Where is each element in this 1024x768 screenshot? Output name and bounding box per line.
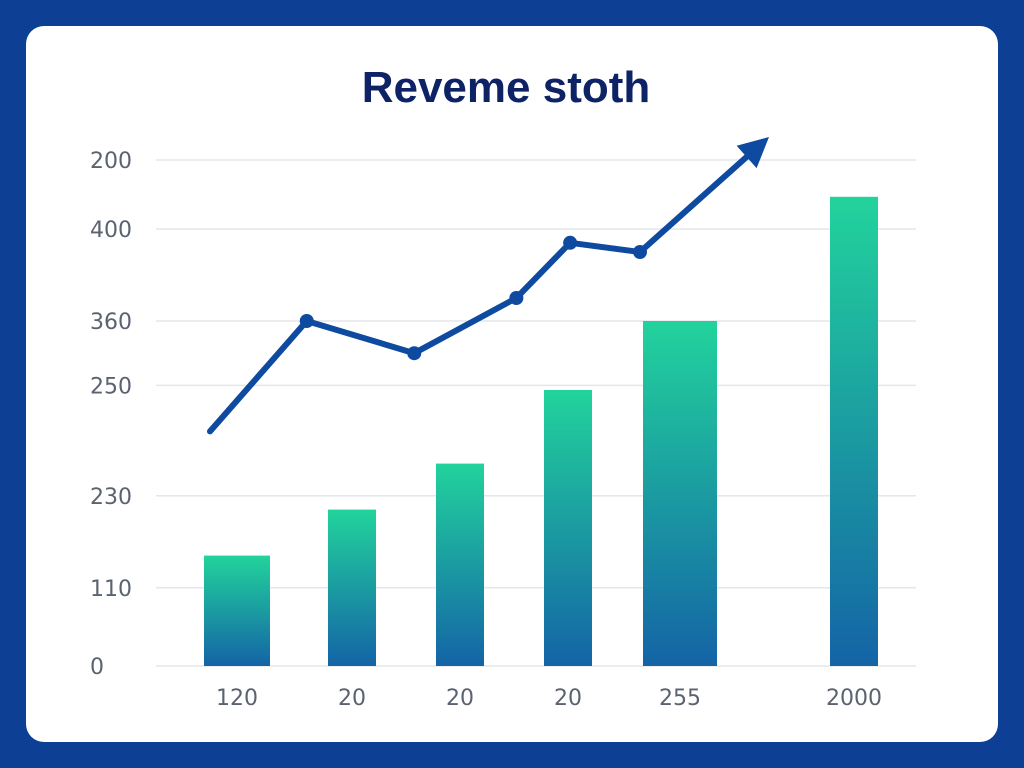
y-tick-label: 360 bbox=[90, 310, 132, 335]
line-point bbox=[633, 245, 647, 259]
y-tick-label: 200 bbox=[90, 149, 132, 174]
x-tick-label: 20 bbox=[446, 686, 474, 711]
line-point bbox=[407, 346, 422, 361]
line-point bbox=[509, 291, 524, 305]
x-tick-label: 255 bbox=[659, 686, 701, 711]
chart-card: Reveme stoth 200 400 360 250 230 110 0 120 20 20… bbox=[26, 26, 998, 742]
y-axis-ticks: 200 400 360 250 230 110 0 bbox=[90, 149, 132, 680]
x-tick-label: 20 bbox=[554, 686, 582, 711]
x-tick-label: 120 bbox=[216, 686, 258, 711]
x-tick-label: 2000 bbox=[826, 686, 882, 711]
bar bbox=[328, 509, 376, 666]
y-tick-label: 250 bbox=[90, 374, 132, 399]
y-tick-label: 0 bbox=[90, 655, 104, 680]
y-tick-label: 400 bbox=[90, 218, 132, 243]
bar bbox=[436, 463, 484, 666]
y-tick-label: 230 bbox=[90, 485, 132, 510]
grid-layer bbox=[156, 159, 916, 667]
trend-line-layer bbox=[207, 137, 769, 435]
chart-canvas: Reveme stoth 200 400 360 250 230 110 0 120 20 20… bbox=[90, 63, 916, 711]
trend-arrowhead-icon bbox=[736, 137, 769, 169]
bar-layer bbox=[204, 196, 878, 667]
bar bbox=[830, 196, 878, 667]
bar bbox=[643, 321, 717, 666]
x-tick-label: 20 bbox=[338, 686, 366, 711]
bar bbox=[544, 390, 592, 666]
line-point bbox=[299, 314, 314, 328]
chart-title: Reveme stoth bbox=[362, 63, 651, 112]
line-point bbox=[563, 235, 578, 250]
bar bbox=[204, 555, 270, 666]
x-axis-ticks: 120 20 20 20 255 2000 bbox=[216, 686, 882, 711]
y-tick-label: 110 bbox=[90, 577, 132, 602]
